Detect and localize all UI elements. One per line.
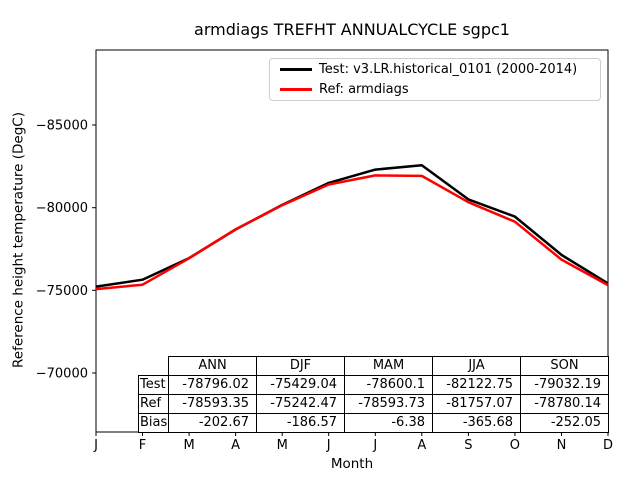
x-tick-label: N — [557, 438, 567, 453]
y-axis-ticks: −85000 −80000 −75000 −70000 — [36, 119, 96, 382]
x-tick-label: J — [93, 438, 98, 453]
table-column-header: ANN — [168, 356, 257, 376]
x-tick-label: J — [326, 438, 331, 453]
table-row: Bias -202.67 -186.57 -6.38 -365.68 -252.05 — [138, 413, 609, 433]
seasonal-stats-table: ANN DJF MAM JJA SON Test -78796.02 -75429.04 -78… — [138, 356, 609, 433]
table-value-cell: -78796.02 — [168, 375, 257, 395]
table-column-header: JJA — [432, 356, 521, 376]
table-value-cell: -365.68 — [432, 413, 521, 433]
table-row: Test -78796.02 -75429.04 -78600.1 -82122.75-… — [138, 375, 609, 395]
x-tick-label: F — [139, 438, 146, 453]
table-value-cell: -79032.19 — [520, 375, 609, 395]
x-tick-label: M — [183, 438, 194, 453]
table-value-cell: -78780.14 — [520, 394, 609, 414]
table-column-header: SON — [520, 356, 609, 376]
legend-line-sample-ref — [280, 88, 312, 91]
legend-entry-ref: Ref: armdiags — [270, 80, 600, 100]
x-tick-label: M — [277, 438, 288, 453]
series-line-ref — [95, 174, 609, 291]
chart-title: armdiags TREFHT ANNUALCYCLE sgpc1 — [194, 20, 510, 39]
table-row: Ref -78593.35 -75242.47 -78593.73 -81757.07-… — [138, 394, 609, 414]
y-tick-label: −85000 — [36, 119, 88, 134]
table-corner-cell — [139, 357, 169, 376]
legend-entry-test: Test: v3.LR.historical_0101 (2000-2014) — [270, 60, 600, 80]
table-value-cell: -78593.73 — [344, 394, 433, 414]
table-value-cell: -78593.35 — [168, 394, 257, 414]
legend-label-test: Test: v3.LR.historical_0101 (2000-2014) — [319, 62, 578, 77]
table-header-row: ANN DJF MAM JJA SON — [139, 356, 609, 376]
y-tick-label: −75000 — [36, 284, 88, 299]
data-series — [95, 163, 609, 291]
legend: Test: v3.LR.historical_0101 (2000-2014) … — [269, 58, 601, 101]
x-tick-label: O — [510, 438, 520, 453]
table-column-header: DJF — [256, 356, 345, 376]
stats-table: ANN DJF MAM JJA SON Test -78796.02 -75429.04 -78… — [138, 356, 609, 433]
legend-line-sample-test — [280, 68, 312, 71]
x-axis-label: Month — [330, 456, 374, 472]
table-row-label: Ref — [138, 394, 169, 414]
table-value-cell: -186.57 — [256, 413, 345, 433]
table-value-cell: -202.67 — [168, 413, 257, 433]
table-value-cell: -75242.47 — [256, 394, 345, 414]
x-tick-label: S — [464, 438, 472, 453]
table-value-cell: -6.38 — [344, 413, 433, 433]
x-tick-label: D — [603, 438, 613, 453]
y-tick-label: −70000 — [36, 367, 88, 382]
table-column-header: MAM — [344, 356, 433, 376]
x-tick-label: A — [417, 438, 426, 453]
table-row-label: Bias — [138, 413, 169, 433]
table-row-label: Test — [138, 375, 169, 395]
legend-label-ref: Ref: armdiags — [319, 82, 409, 97]
x-tick-label: J — [372, 438, 377, 453]
table-value-cell: -75429.04 — [256, 375, 345, 395]
y-tick-label: −80000 — [36, 201, 88, 216]
x-tick-label: A — [231, 438, 240, 453]
table-value-cell: -78600.1 — [344, 375, 433, 395]
table-value-cell: -82122.75 — [432, 375, 521, 395]
table-value-cell: -252.05 — [520, 413, 609, 433]
table-value-cell: -81757.07 — [432, 394, 521, 414]
